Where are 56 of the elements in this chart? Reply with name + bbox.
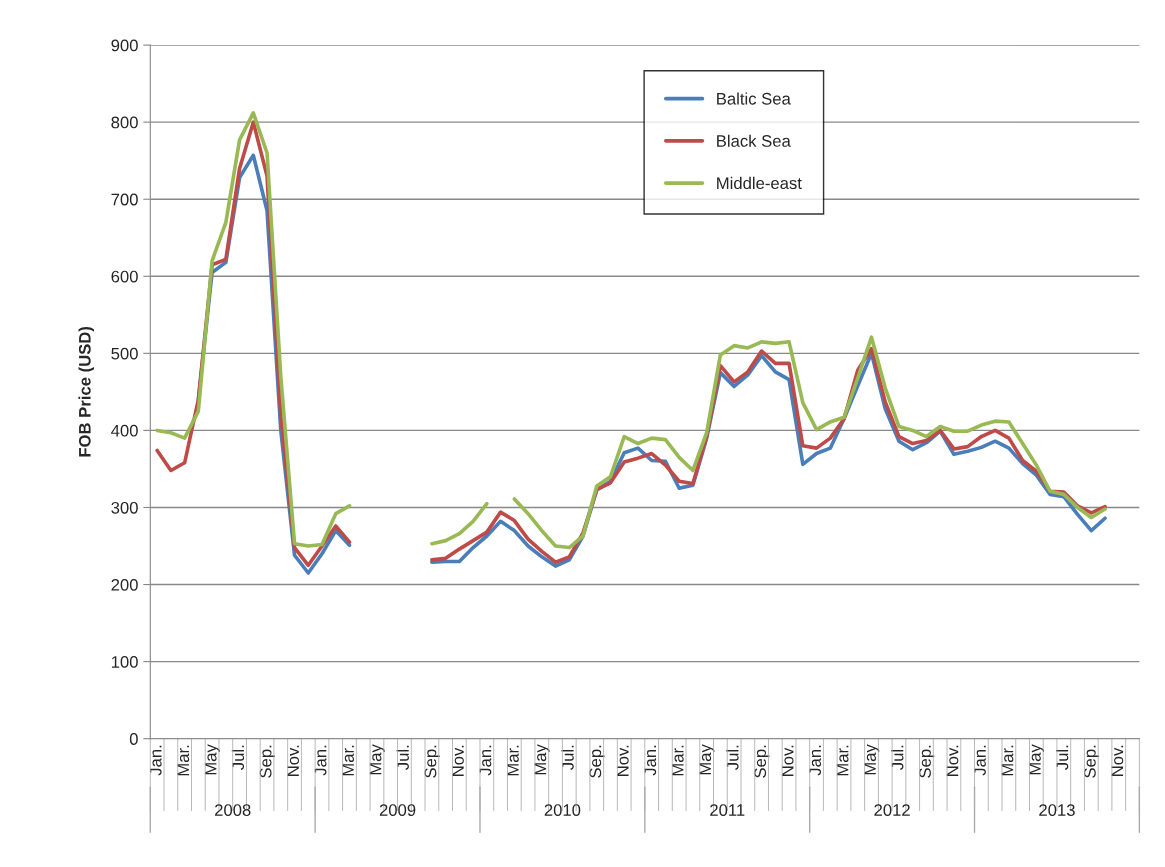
x-tick-label: Nov. xyxy=(287,745,299,776)
x-tick-label: Mar. xyxy=(507,745,519,776)
x-tick-label: Jul. xyxy=(396,745,409,770)
x-tick-label: Mar. xyxy=(672,745,684,776)
y-tick-label: 100 xyxy=(111,656,138,668)
x-tick-label: Jan. xyxy=(974,745,986,776)
x-tick-label: Nov. xyxy=(1111,745,1124,776)
x-tick-label: Jul. xyxy=(1056,745,1069,770)
x-tick-label: Nov. xyxy=(452,745,464,776)
x-tick-label: May xyxy=(864,744,880,775)
x-tick-label: Nov. xyxy=(617,745,629,776)
legend-label: Middle-east xyxy=(717,176,802,190)
text: 2010 xyxy=(544,804,581,816)
x-tick-label: Sep. xyxy=(754,745,770,778)
x-tick-label: Jan. xyxy=(314,745,327,776)
y-axis-title: FOB Price (USD) xyxy=(78,326,95,457)
x-tick-label: Jul. xyxy=(561,745,574,770)
x-tick-label: Jan. xyxy=(644,745,657,776)
x-tick-label: May xyxy=(204,744,220,775)
y-tick-label: 500 xyxy=(111,347,138,360)
x-tick-label: May xyxy=(1029,744,1045,775)
text: 2012 xyxy=(874,804,910,816)
y-tick-label: 200 xyxy=(111,578,138,591)
y-tick-label: 900 xyxy=(111,39,138,52)
x-tick-label: May xyxy=(534,744,550,775)
x-tick-label: Sep. xyxy=(424,745,440,778)
text: 2009 xyxy=(379,804,416,816)
y-tick-label: 600 xyxy=(111,270,138,283)
x-tick-label: Sep. xyxy=(259,745,275,778)
x-tick-label: Nov. xyxy=(781,745,794,776)
legend-label: Black Sea xyxy=(717,134,791,147)
x-tick-label: Mar. xyxy=(177,745,190,776)
x-tick-label: May xyxy=(369,744,385,775)
x-tick-label: Sep. xyxy=(589,745,605,778)
x-tick-label: May xyxy=(699,744,715,775)
x-tick-label: Mar. xyxy=(836,745,849,776)
y-tick-label: 0 xyxy=(129,733,138,745)
x-tick-label: Jan. xyxy=(809,745,822,776)
x-tick-label: Sep. xyxy=(1083,745,1100,778)
y-tick-label: 300 xyxy=(111,501,138,514)
x-tick-label: Jan. xyxy=(150,745,162,776)
x-tick-label: Mar. xyxy=(342,745,354,776)
x-tick-label: Jul. xyxy=(726,745,739,770)
x-tick-label: Mar. xyxy=(1001,745,1014,776)
y-tick-label: 400 xyxy=(111,424,138,437)
x-tick-label: Nov. xyxy=(946,745,959,776)
x-tick-label: Jan. xyxy=(479,745,492,776)
x-tick-label: Sep. xyxy=(919,745,935,778)
x-tick-label: Jul. xyxy=(231,745,245,770)
y-tick-label: 800 xyxy=(111,116,138,129)
text: 2013 xyxy=(1039,804,1075,816)
text: 2008 xyxy=(215,804,251,816)
text: 2011 xyxy=(710,804,745,816)
x-tick-label: Jul. xyxy=(891,745,904,770)
legend-label: Baltic Sea xyxy=(717,92,791,105)
y-tick-label: 700 xyxy=(111,193,138,206)
